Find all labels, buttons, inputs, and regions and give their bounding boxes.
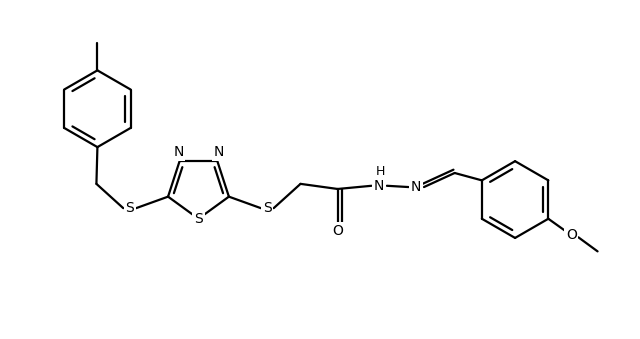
Text: S: S <box>125 201 134 215</box>
Text: N: N <box>173 145 184 159</box>
Text: N: N <box>213 145 224 159</box>
Text: O: O <box>566 228 577 242</box>
Text: N: N <box>374 179 385 193</box>
Text: S: S <box>194 213 203 226</box>
Text: H: H <box>376 165 385 178</box>
Text: N: N <box>411 180 422 194</box>
Text: S: S <box>263 201 271 215</box>
Text: O: O <box>332 223 343 238</box>
